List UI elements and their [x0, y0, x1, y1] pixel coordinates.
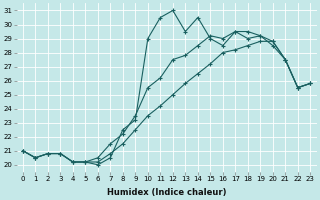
X-axis label: Humidex (Indice chaleur): Humidex (Indice chaleur) [107, 188, 226, 197]
